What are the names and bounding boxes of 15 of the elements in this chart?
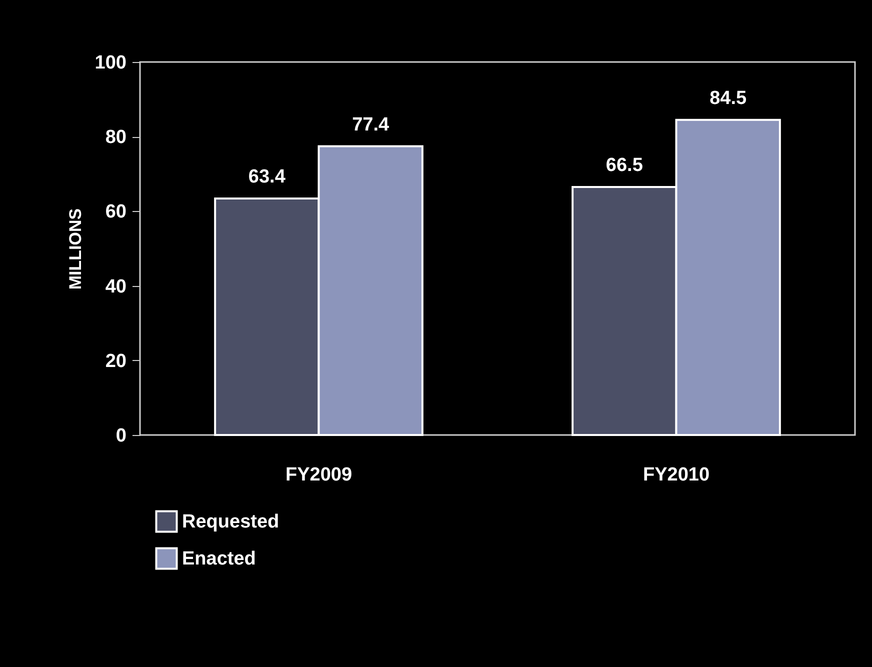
x-tick-label: FY2009 [285,464,352,486]
data-label: 77.4 [352,114,390,136]
y-tick-label: 20 [105,350,126,372]
y-tick-label: 40 [105,276,126,298]
legend-label: Requested [182,512,280,532]
x-tick-label: FY2010 [642,464,710,486]
y-tick-label: 60 [105,202,126,223]
legend-label: Enacted [182,548,256,570]
data-label: 84.5 [710,88,748,109]
y-axis-title: MILLIONS [66,208,85,290]
y-tick-label: 80 [105,127,126,148]
data-label: 63.4 [248,166,286,188]
data-label: 66.5 [606,154,644,176]
y-tick-label: 0 [116,426,126,446]
y-tick-label: 100 [94,52,126,74]
